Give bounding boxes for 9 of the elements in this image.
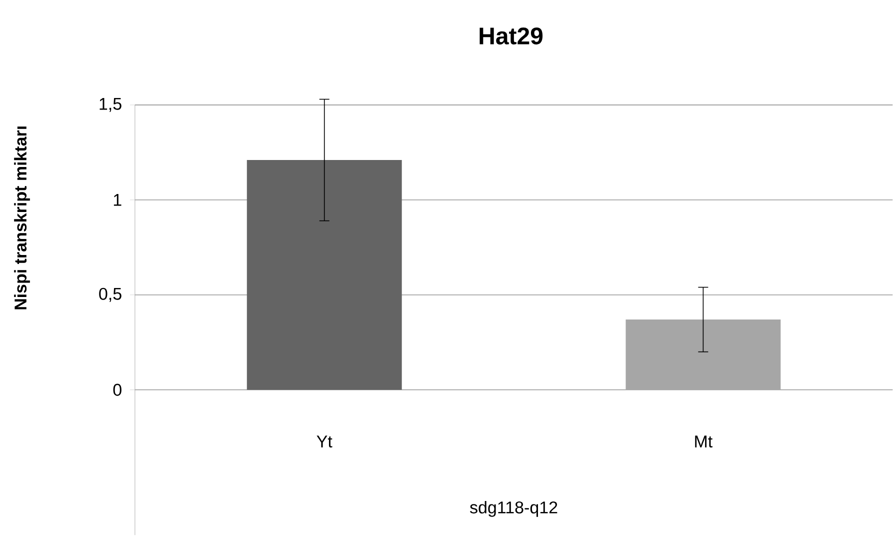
y-tick-label: 1,5 (100, 98, 122, 112)
x-axis-title: sdg118-q12 (470, 501, 558, 517)
y-tick-label: 0,5 (99, 288, 122, 302)
y-tick-label: 1 (114, 194, 122, 206)
y-axis-title: Nispi transkript miktarı (14, 126, 30, 310)
x-tick-label: Yt (316, 436, 332, 448)
y-tick-label: 0 (113, 384, 122, 396)
chart-title: Hat29 (480, 28, 543, 45)
x-tick-label: Mt (695, 436, 712, 448)
